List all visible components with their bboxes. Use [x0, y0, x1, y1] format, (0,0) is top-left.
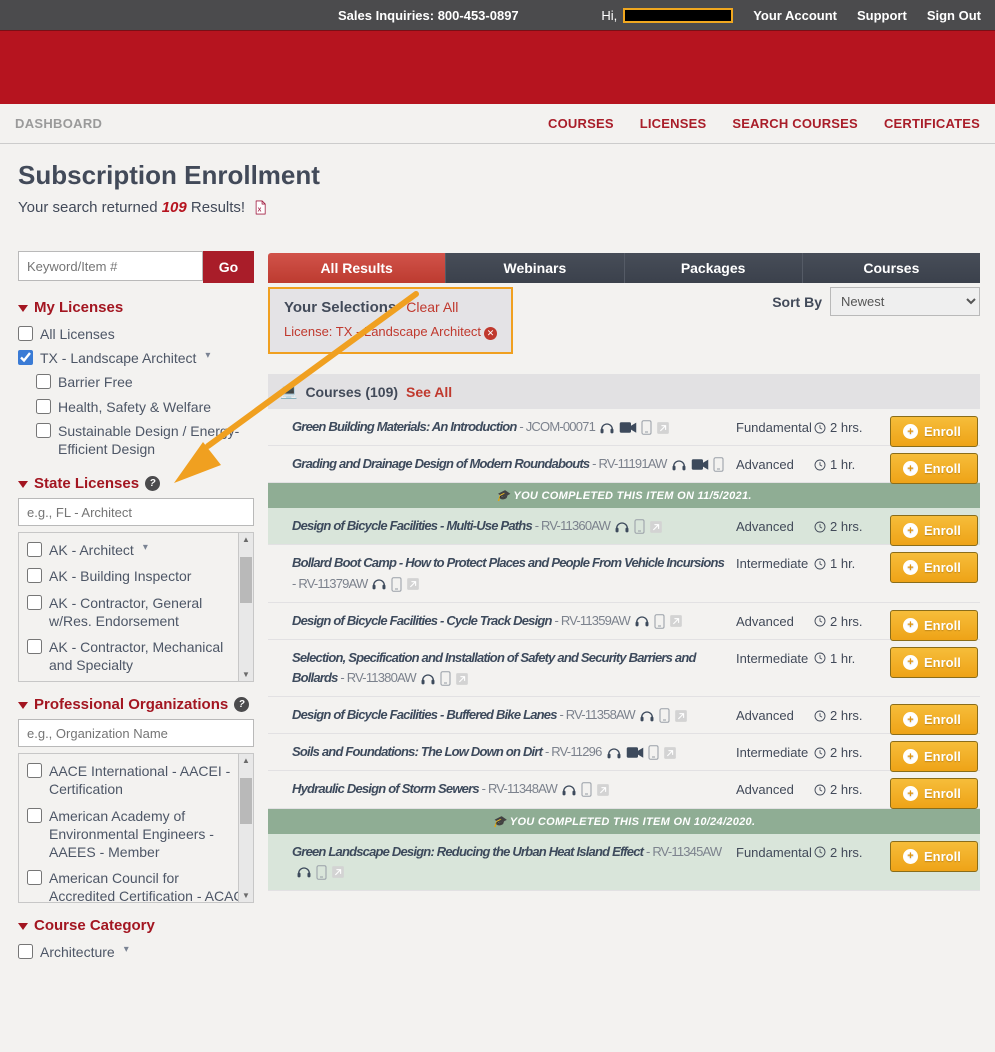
- svg-text:X: X: [258, 208, 262, 214]
